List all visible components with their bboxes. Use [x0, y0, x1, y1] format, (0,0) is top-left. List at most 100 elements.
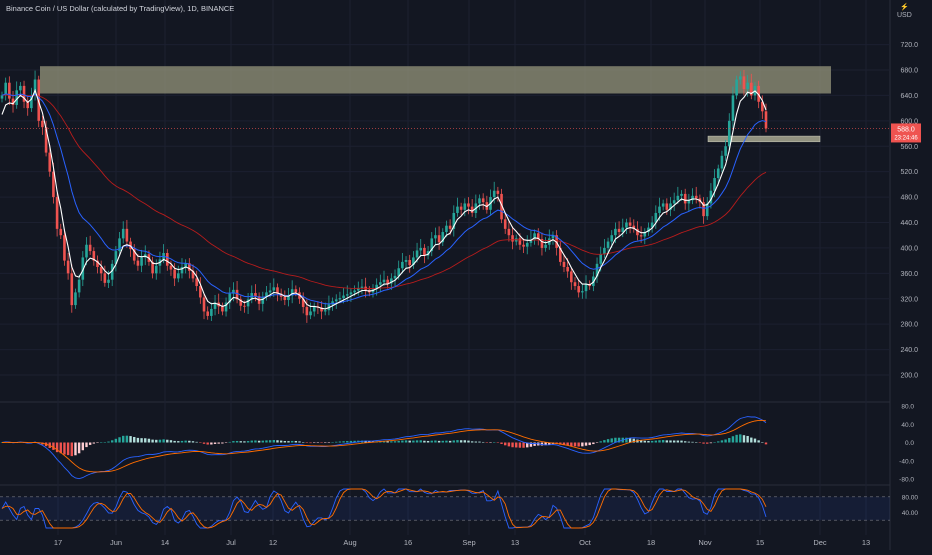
candle-body — [132, 249, 136, 261]
candle-body — [99, 266, 103, 274]
macd-histogram-bar — [526, 442, 529, 448]
macd-histogram-bar — [140, 438, 143, 443]
macd-histogram-bar — [74, 442, 77, 456]
macd-histogram-bar — [397, 440, 400, 443]
candle-body — [349, 292, 353, 295]
macd-histogram-bar — [459, 440, 463, 443]
candle-body — [470, 206, 474, 213]
candle-body — [121, 228, 125, 239]
candle-body — [4, 82, 7, 96]
macd-histogram-bar — [114, 438, 118, 443]
y-tick-label: 320.0 — [900, 296, 918, 303]
y-tick-label: 280.0 — [900, 322, 918, 329]
candle-body — [540, 239, 544, 248]
macd-histogram-bar — [290, 440, 294, 443]
y-tick-label: 720.0 — [900, 42, 918, 49]
candle-body — [584, 284, 588, 292]
macd-histogram-bar — [283, 441, 287, 443]
candle-body — [323, 310, 327, 312]
macd-histogram-bar — [702, 442, 705, 444]
macd-histogram-bar — [239, 441, 242, 443]
candle-body — [276, 287, 279, 294]
candle-body — [48, 152, 52, 172]
macd-histogram-bar — [430, 440, 433, 443]
macd-histogram-bar — [364, 440, 367, 443]
macd-histogram-bar — [595, 442, 599, 443]
candle-body — [213, 302, 217, 309]
candle-body — [738, 76, 742, 80]
candle-body — [434, 235, 437, 239]
stoch-band — [0, 496, 890, 521]
macd-histogram-bar — [470, 441, 474, 443]
macd-histogram-bar — [507, 442, 511, 447]
candle-body — [496, 190, 500, 194]
candle-body — [129, 241, 132, 250]
macd-histogram-bar — [639, 440, 643, 443]
macd-histogram-bar — [441, 440, 444, 443]
macd-histogram-bar — [515, 442, 518, 448]
candle-body — [423, 247, 426, 256]
candle-body — [669, 203, 672, 210]
macd-histogram-bar — [709, 442, 713, 444]
macd-histogram-bar — [661, 440, 665, 443]
candle-body — [522, 244, 525, 247]
candle-body — [430, 238, 434, 252]
candle-body — [379, 282, 382, 285]
macd-histogram-bar — [481, 441, 485, 443]
macd-histogram-bar — [250, 440, 253, 443]
macd-histogram-bar — [419, 440, 422, 443]
candle-body — [382, 279, 386, 283]
candle-body — [412, 257, 415, 266]
macd-line — [1, 416, 767, 480]
candle-body — [478, 198, 481, 204]
macd-histogram-bar — [232, 441, 235, 443]
candle-body — [761, 101, 764, 112]
macd-histogram-bar — [151, 439, 154, 443]
candle-body — [261, 296, 265, 304]
y-tick-label: 680.0 — [900, 68, 918, 75]
candle-body — [114, 251, 118, 264]
macd-histogram-bar — [125, 435, 129, 443]
candle-body — [661, 203, 665, 207]
macd-histogram-bar — [750, 437, 753, 443]
candle-body — [11, 98, 15, 105]
macd-histogram-bar — [0, 442, 4, 443]
candle-body — [59, 228, 63, 236]
candle-body — [63, 235, 66, 261]
candle-body — [290, 289, 294, 296]
candle-body — [727, 120, 731, 147]
macd-histogram-bar — [81, 442, 85, 451]
candle-body — [683, 193, 687, 204]
x-tick-label: Jun — [110, 538, 122, 547]
macd-histogram-bar — [353, 440, 356, 443]
macd-histogram-bar — [757, 440, 760, 443]
candle-body — [672, 200, 676, 204]
macd-histogram-bar — [129, 436, 132, 443]
currency-icon: ⚡ — [900, 4, 909, 11]
macd-histogram-bar — [698, 442, 702, 443]
x-tick-label: 14 — [161, 538, 169, 547]
macd-histogram-bar — [592, 442, 595, 445]
candle-body — [507, 228, 511, 236]
candle-body — [419, 247, 423, 251]
candle-body — [617, 228, 621, 233]
candle-body — [345, 294, 349, 296]
candle-body — [356, 287, 360, 291]
macd-histogram-bar — [301, 442, 305, 443]
macd-histogram-bar — [562, 442, 566, 446]
macd-histogram-bar — [195, 441, 198, 443]
candle-body — [680, 193, 683, 196]
macd-histogram-bar — [474, 441, 478, 443]
macd-histogram-bar — [199, 442, 202, 443]
candle-body — [55, 197, 59, 229]
candle-body — [518, 238, 522, 245]
candle-body — [492, 190, 496, 198]
macd-histogram-bar — [331, 442, 334, 443]
macd-histogram-bar — [614, 437, 617, 443]
macd-histogram-bar — [305, 442, 309, 443]
macd-histogram-bar — [746, 435, 749, 443]
ema-fast-line — [1, 88, 767, 310]
macd-histogram-bar — [118, 437, 121, 443]
